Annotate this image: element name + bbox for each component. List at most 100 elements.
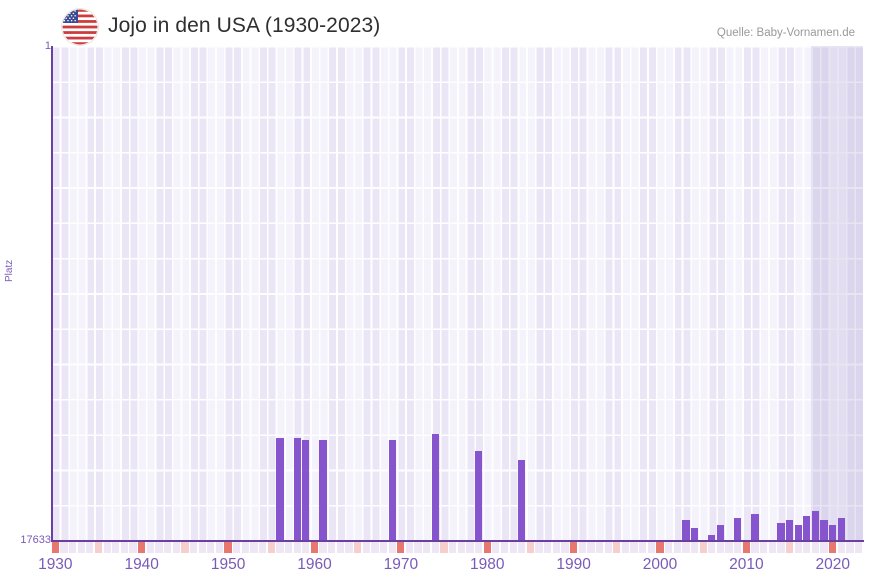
chart-header: Jojo in den USA (1930-2023) Quelle: Baby… <box>0 0 873 46</box>
bar <box>388 440 396 541</box>
year-marker <box>742 542 750 553</box>
year-marker <box>595 542 604 553</box>
bar <box>293 438 301 541</box>
y-tick-bottom: 17633 <box>20 534 51 546</box>
year-marker <box>457 542 465 553</box>
year-marker <box>492 542 500 553</box>
year-marker <box>665 542 673 553</box>
year-marker <box>94 542 103 553</box>
x-tick-label: 2020 <box>815 556 851 573</box>
year-marker <box>578 542 586 553</box>
year-marker <box>544 542 552 553</box>
x-tick-label: 1930 <box>38 556 73 573</box>
year-marker <box>656 542 664 553</box>
year-marker <box>621 542 630 553</box>
year-marker <box>267 542 275 553</box>
year-marker <box>319 542 327 553</box>
year-marker <box>112 542 120 553</box>
year-marker <box>86 542 94 553</box>
year-marker <box>777 542 785 553</box>
year-marker <box>630 542 638 553</box>
bar <box>690 528 699 541</box>
year-marker <box>673 542 681 553</box>
year-marker <box>181 542 189 553</box>
year-marker <box>552 542 560 553</box>
y-tick-top: 1 <box>44 40 51 52</box>
year-marker <box>690 542 699 553</box>
x-tick-label: 1980 <box>469 556 505 573</box>
year-marker <box>293 542 301 553</box>
year-marker <box>509 542 517 553</box>
year-marker <box>794 542 802 553</box>
year-marker <box>760 542 768 553</box>
year-marker <box>77 542 85 553</box>
year-marker <box>172 542 180 553</box>
year-marker <box>716 542 725 553</box>
x-axis-line <box>51 540 864 542</box>
year-marker <box>129 542 137 553</box>
year-marker <box>803 542 811 553</box>
year-marker <box>423 542 431 553</box>
source-attribution: Quelle: Baby-Vornamen.de <box>716 27 855 39</box>
year-marker <box>785 542 794 553</box>
year-marker <box>250 542 258 553</box>
year-marker <box>354 542 362 553</box>
bar <box>837 518 846 541</box>
year-marker <box>241 542 249 553</box>
year-marker <box>259 542 267 553</box>
year-marker <box>397 542 405 553</box>
bar <box>431 433 440 541</box>
y-axis-area: Platz 1 17633 <box>0 0 51 587</box>
year-marker <box>500 542 509 553</box>
year-marker <box>855 542 863 553</box>
bar <box>751 513 759 541</box>
bar <box>777 522 785 541</box>
year-marker <box>120 542 129 553</box>
plot-area <box>51 46 863 541</box>
year-marker <box>725 542 733 553</box>
year-marker <box>647 542 655 553</box>
year-marker <box>811 542 820 553</box>
year-marker <box>708 542 716 553</box>
year-marker <box>518 542 526 553</box>
bar <box>811 511 820 541</box>
bars-container <box>51 46 863 541</box>
year-marker <box>207 542 215 553</box>
x-tick-label: 1970 <box>383 556 419 573</box>
year-marker <box>604 542 612 553</box>
year-marker <box>561 542 569 553</box>
year-marker <box>371 542 379 553</box>
year-marker <box>302 542 310 553</box>
bar <box>785 520 794 541</box>
year-marker <box>820 542 828 553</box>
year-marker <box>379 542 388 553</box>
year-marker <box>224 542 232 553</box>
bar <box>682 520 690 541</box>
year-marker <box>613 542 621 553</box>
year-marker <box>526 542 535 553</box>
y-axis-line <box>51 46 53 542</box>
year-marker <box>276 542 284 553</box>
year-marker <box>449 542 457 553</box>
year-marker <box>483 542 491 553</box>
year-marker <box>215 542 224 553</box>
year-marker <box>60 542 68 553</box>
year-marker <box>146 542 154 553</box>
year-marker <box>535 542 543 553</box>
x-tick-label: 1950 <box>210 556 246 573</box>
year-marker <box>699 542 707 553</box>
year-marker <box>310 542 319 553</box>
bar <box>803 515 811 541</box>
bar <box>474 451 483 541</box>
bar <box>518 459 526 541</box>
year-marker <box>414 542 422 553</box>
year-marker <box>328 542 336 553</box>
year-marker <box>846 542 854 553</box>
year-marker <box>155 542 163 553</box>
year-marker <box>68 542 77 553</box>
year-marker <box>587 542 595 553</box>
x-tick-label: 1940 <box>124 556 159 573</box>
year-marker <box>233 542 241 553</box>
page-title: Jojo in den USA (1930-2023) <box>108 14 381 37</box>
year-marker <box>734 542 742 553</box>
